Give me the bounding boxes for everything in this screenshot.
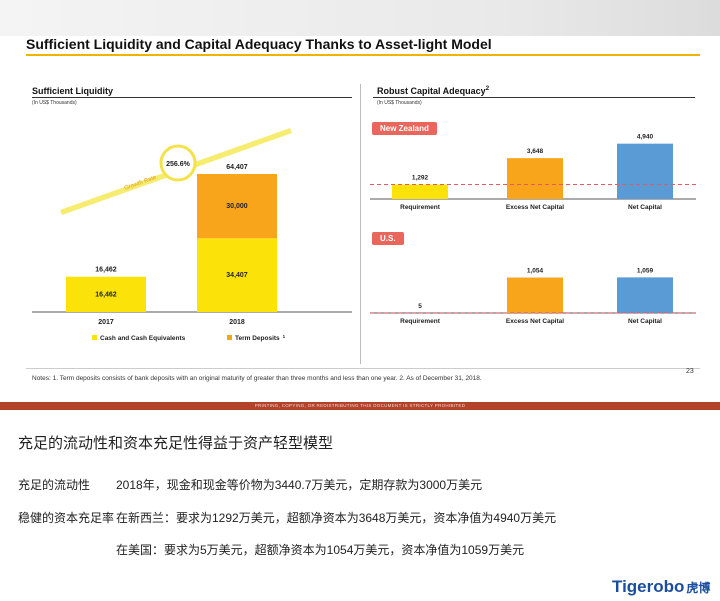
caption-row3-text: 在美国：要求为5万美元，超额净资本为1054万美元，资本净值为1059万美元 bbox=[116, 543, 525, 557]
liquidity-rule bbox=[32, 97, 352, 98]
us-chart: 5 Requirement 1,054 Excess Net Capital 1,059… bbox=[370, 267, 696, 325]
legend-swatch-term bbox=[227, 335, 232, 340]
growth-annotation: Growth Rate 256.6% bbox=[60, 128, 292, 215]
nz-x-tick-2: Net Capital bbox=[628, 204, 662, 211]
nz-value-label-1: 3,648 bbox=[527, 148, 544, 155]
x-tick-2018: 2018 bbox=[229, 319, 245, 326]
us-value-label-0: 5 bbox=[418, 303, 422, 310]
nz-value-label-2: 4,940 bbox=[637, 134, 654, 141]
bar-2017-cash bbox=[66, 276, 146, 312]
caption-row2-text: 在新西兰：要求为1292万美元，超额净资本为3648万美元，资本净值为4940万… bbox=[116, 511, 557, 525]
us-x-tick-1: Excess Net Capital bbox=[506, 318, 564, 325]
liquidity-title: Sufficient Liquidity bbox=[32, 86, 113, 96]
x-tick-2017: 2017 bbox=[98, 319, 114, 326]
confidentiality-footer: PRINTING, COPYING, OR REDISTRIBUTING THI… bbox=[0, 402, 720, 410]
growth-rate-value: 256.6% bbox=[166, 161, 191, 168]
nz-bar-0 bbox=[392, 184, 448, 199]
segment-label-2017-0: 16,462 bbox=[95, 291, 117, 298]
us-bar-1 bbox=[507, 277, 563, 313]
us-value-label-1: 1,054 bbox=[527, 268, 544, 275]
brand-logo: Tigerobo 虎博 bbox=[612, 577, 711, 596]
liquidity-unit: (In US$ Thousands) bbox=[32, 100, 77, 106]
legend-label-term: Term Deposits 1 bbox=[235, 334, 286, 342]
us-bar-2 bbox=[617, 277, 673, 313]
caption-row1-label: 充足的流动性 bbox=[18, 478, 91, 492]
page-number: 23 bbox=[686, 368, 694, 375]
us-x-tick-0: Requirement bbox=[400, 318, 441, 325]
presentation-slide: Sufficient Liquidity and Capital Adequac… bbox=[0, 0, 720, 410]
legend-label-cash: Cash and Cash Equivalents bbox=[100, 335, 186, 342]
growth-rate-circle bbox=[159, 144, 197, 182]
slide-title: Sufficient Liquidity and Capital Adequac… bbox=[26, 36, 492, 52]
title-underline bbox=[26, 54, 700, 56]
us-value-label-2: 1,059 bbox=[637, 267, 654, 274]
bar-2018-cash bbox=[197, 238, 277, 312]
notes-divider bbox=[26, 368, 700, 369]
total-label-2017: 16,462 bbox=[95, 267, 117, 274]
bar-2018-term bbox=[197, 173, 277, 239]
nz-value-label-0: 1,292 bbox=[412, 175, 429, 182]
caption-title: 充足的流动性和资本充足性得益于资产轻型模型 bbox=[18, 435, 334, 452]
segment-label-2018-1: 30,000 bbox=[226, 203, 248, 210]
total-label-2018: 64,407 bbox=[226, 164, 248, 171]
nz-bar-2 bbox=[617, 143, 673, 199]
caption-row1-text: 2018年，现金和现金等价物为3440.7万美元，定期存款为3000万美元 bbox=[116, 478, 483, 492]
nz-x-tick-1: Excess Net Capital bbox=[506, 204, 564, 211]
nz-x-tick-0: Requirement bbox=[400, 204, 441, 211]
capital-unit: (In US$ Thousands) bbox=[377, 100, 422, 106]
growth-rate-label: Growth Rate bbox=[124, 174, 158, 191]
nz-bar-1 bbox=[507, 158, 563, 199]
header-band bbox=[0, 0, 720, 36]
legend-swatch-cash bbox=[92, 335, 97, 340]
segment-label-2018-0: 34,407 bbox=[226, 272, 248, 279]
capital-rule bbox=[373, 97, 695, 98]
caption-row2-label: 稳健的资本充足率 bbox=[18, 511, 115, 525]
panel-divider bbox=[360, 84, 361, 364]
footnotes: Notes: 1. Term deposits consists of bank… bbox=[32, 375, 482, 382]
us-badge: U.S. bbox=[372, 232, 404, 245]
liquidity-legend: Cash and Cash Equivalents Term Deposits 1 bbox=[92, 334, 286, 342]
new-zealand-badge: New Zealand bbox=[372, 122, 437, 135]
liquidity-chart: Growth Rate 256.6% 16,462 16,462 2017 34,40… bbox=[32, 128, 352, 342]
new-zealand-chart: 1,292 Requirement 3,648 Excess Net Capital 4… bbox=[370, 134, 696, 211]
capital-title: Robust Capital Adequacy2 bbox=[377, 86, 490, 96]
us-x-tick-2: Net Capital bbox=[628, 318, 662, 325]
